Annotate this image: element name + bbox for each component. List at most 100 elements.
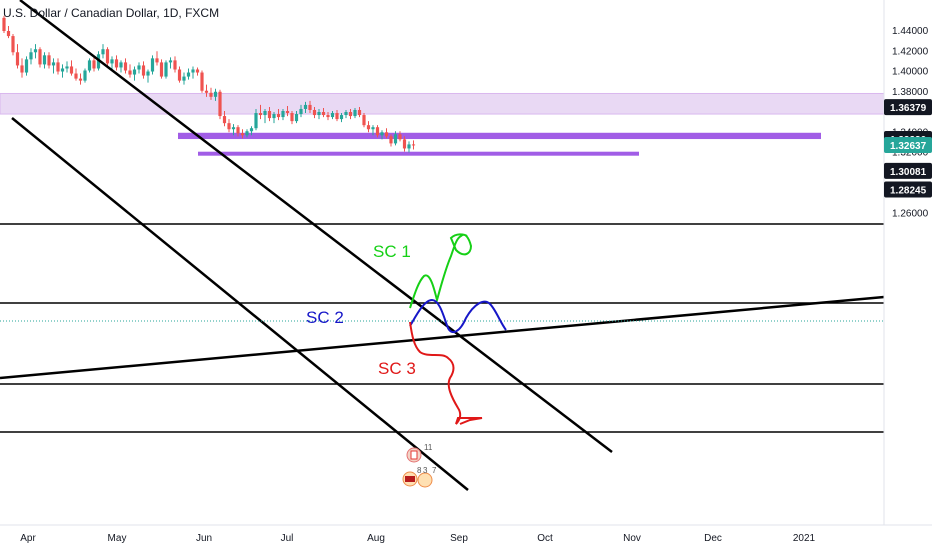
x-tick-label: Nov	[623, 533, 641, 544]
y-tick-label: 1.44000	[892, 26, 929, 37]
candle	[281, 111, 285, 118]
candle	[357, 109, 362, 116]
sc3-label: SC 3	[378, 359, 416, 378]
candle	[276, 114, 281, 118]
y-tick-label: 1.40000	[892, 67, 929, 78]
candle	[299, 108, 303, 115]
candle	[308, 104, 312, 110]
candle	[137, 65, 141, 70]
price-zone[interactable]	[0, 92, 885, 115]
candle	[29, 52, 33, 60]
price-label-text: 1.32637	[890, 141, 927, 152]
candle	[69, 66, 74, 74]
candle	[209, 92, 213, 97]
candle	[348, 112, 353, 117]
candle	[330, 113, 335, 118]
candle	[6, 31, 11, 37]
candle	[227, 123, 231, 130]
candles-layer	[2, 15, 416, 153]
candle	[141, 65, 146, 76]
us-flag-icon-2[interactable]	[417, 472, 433, 488]
candle	[218, 91, 222, 117]
candle	[24, 59, 29, 73]
candle	[78, 78, 83, 81]
sc3-scenario-path[interactable]	[409, 321, 483, 425]
candle	[105, 49, 110, 64]
candle	[245, 131, 249, 136]
candle	[159, 62, 164, 77]
candle	[317, 112, 321, 116]
candle	[47, 55, 51, 66]
chart-title: U.S. Dollar / Canadian Dollar, 1D, FXCM	[3, 6, 220, 20]
drawing-lines-layer[interactable]	[0, 0, 885, 491]
candle	[303, 104, 308, 109]
event-count-label: 7	[432, 466, 437, 475]
candle	[411, 144, 416, 146]
candle	[353, 109, 357, 117]
candle	[2, 17, 6, 32]
channel-lower-line[interactable]	[11, 117, 469, 491]
candle	[168, 60, 173, 63]
sc1-scenario-path[interactable]	[409, 233, 473, 309]
price-label-box	[884, 162, 932, 179]
candle	[150, 58, 155, 72]
candle	[33, 49, 38, 53]
candle	[186, 72, 191, 77]
x-tick-label: Aug	[367, 533, 385, 544]
candle	[375, 127, 380, 136]
x-tick-label: Oct	[537, 533, 553, 544]
candle	[254, 113, 258, 129]
candle	[263, 111, 267, 116]
candle	[312, 109, 317, 116]
candle	[407, 144, 411, 149]
candle	[110, 59, 114, 64]
sc2-scenario-path[interactable]	[409, 298, 507, 334]
channel-upper-line[interactable]	[19, 0, 613, 453]
candle	[182, 76, 186, 81]
candle	[213, 91, 218, 97]
candle	[366, 125, 371, 130]
candle	[344, 112, 348, 116]
price-zone[interactable]	[178, 132, 821, 140]
x-tick-label: Dec	[704, 533, 722, 544]
candle	[114, 59, 119, 68]
x-tick-label: 2021	[793, 533, 816, 544]
candle	[294, 114, 299, 122]
sc2-label: SC 2	[306, 308, 344, 327]
candle	[362, 115, 366, 126]
event-count-label: 8	[417, 466, 422, 475]
y-tick-label: 1.42000	[892, 46, 929, 57]
candle	[164, 62, 168, 77]
price-label-box	[884, 181, 932, 198]
price-zone[interactable]	[198, 151, 639, 156]
candle	[51, 62, 56, 66]
candle	[11, 36, 15, 53]
y-tick-label: 1.26000	[892, 208, 929, 219]
candle	[92, 60, 96, 69]
event-markers[interactable]: 11 8 3 7	[402, 443, 437, 488]
candle	[65, 66, 69, 69]
price-label-text: 1.30081	[890, 167, 927, 178]
candle	[380, 132, 384, 136]
canada-flag-icon-inner	[410, 450, 418, 460]
candle	[191, 69, 195, 73]
candle	[371, 127, 375, 130]
candle	[204, 90, 209, 93]
time-axis[interactable]: Apr May Jun Jul Aug Sep Oct Nov Dec 2021	[0, 524, 932, 544]
price-axis[interactable]: 1.260001.300001.320001.340001.380001.400…	[883, 0, 929, 525]
candle	[87, 60, 92, 71]
price-label-text: 1.36379	[890, 103, 927, 114]
candle	[402, 139, 407, 149]
candle	[15, 52, 20, 66]
candle	[384, 132, 389, 137]
event-count-label: 11	[424, 443, 433, 452]
candle	[155, 58, 159, 63]
candle	[38, 49, 42, 65]
candle	[128, 70, 132, 75]
price-label-box	[884, 99, 932, 116]
x-tick-label: Jul	[281, 533, 294, 544]
rising-trendline[interactable]	[0, 295, 885, 380]
zones-layer	[0, 92, 885, 156]
candle	[272, 114, 276, 119]
